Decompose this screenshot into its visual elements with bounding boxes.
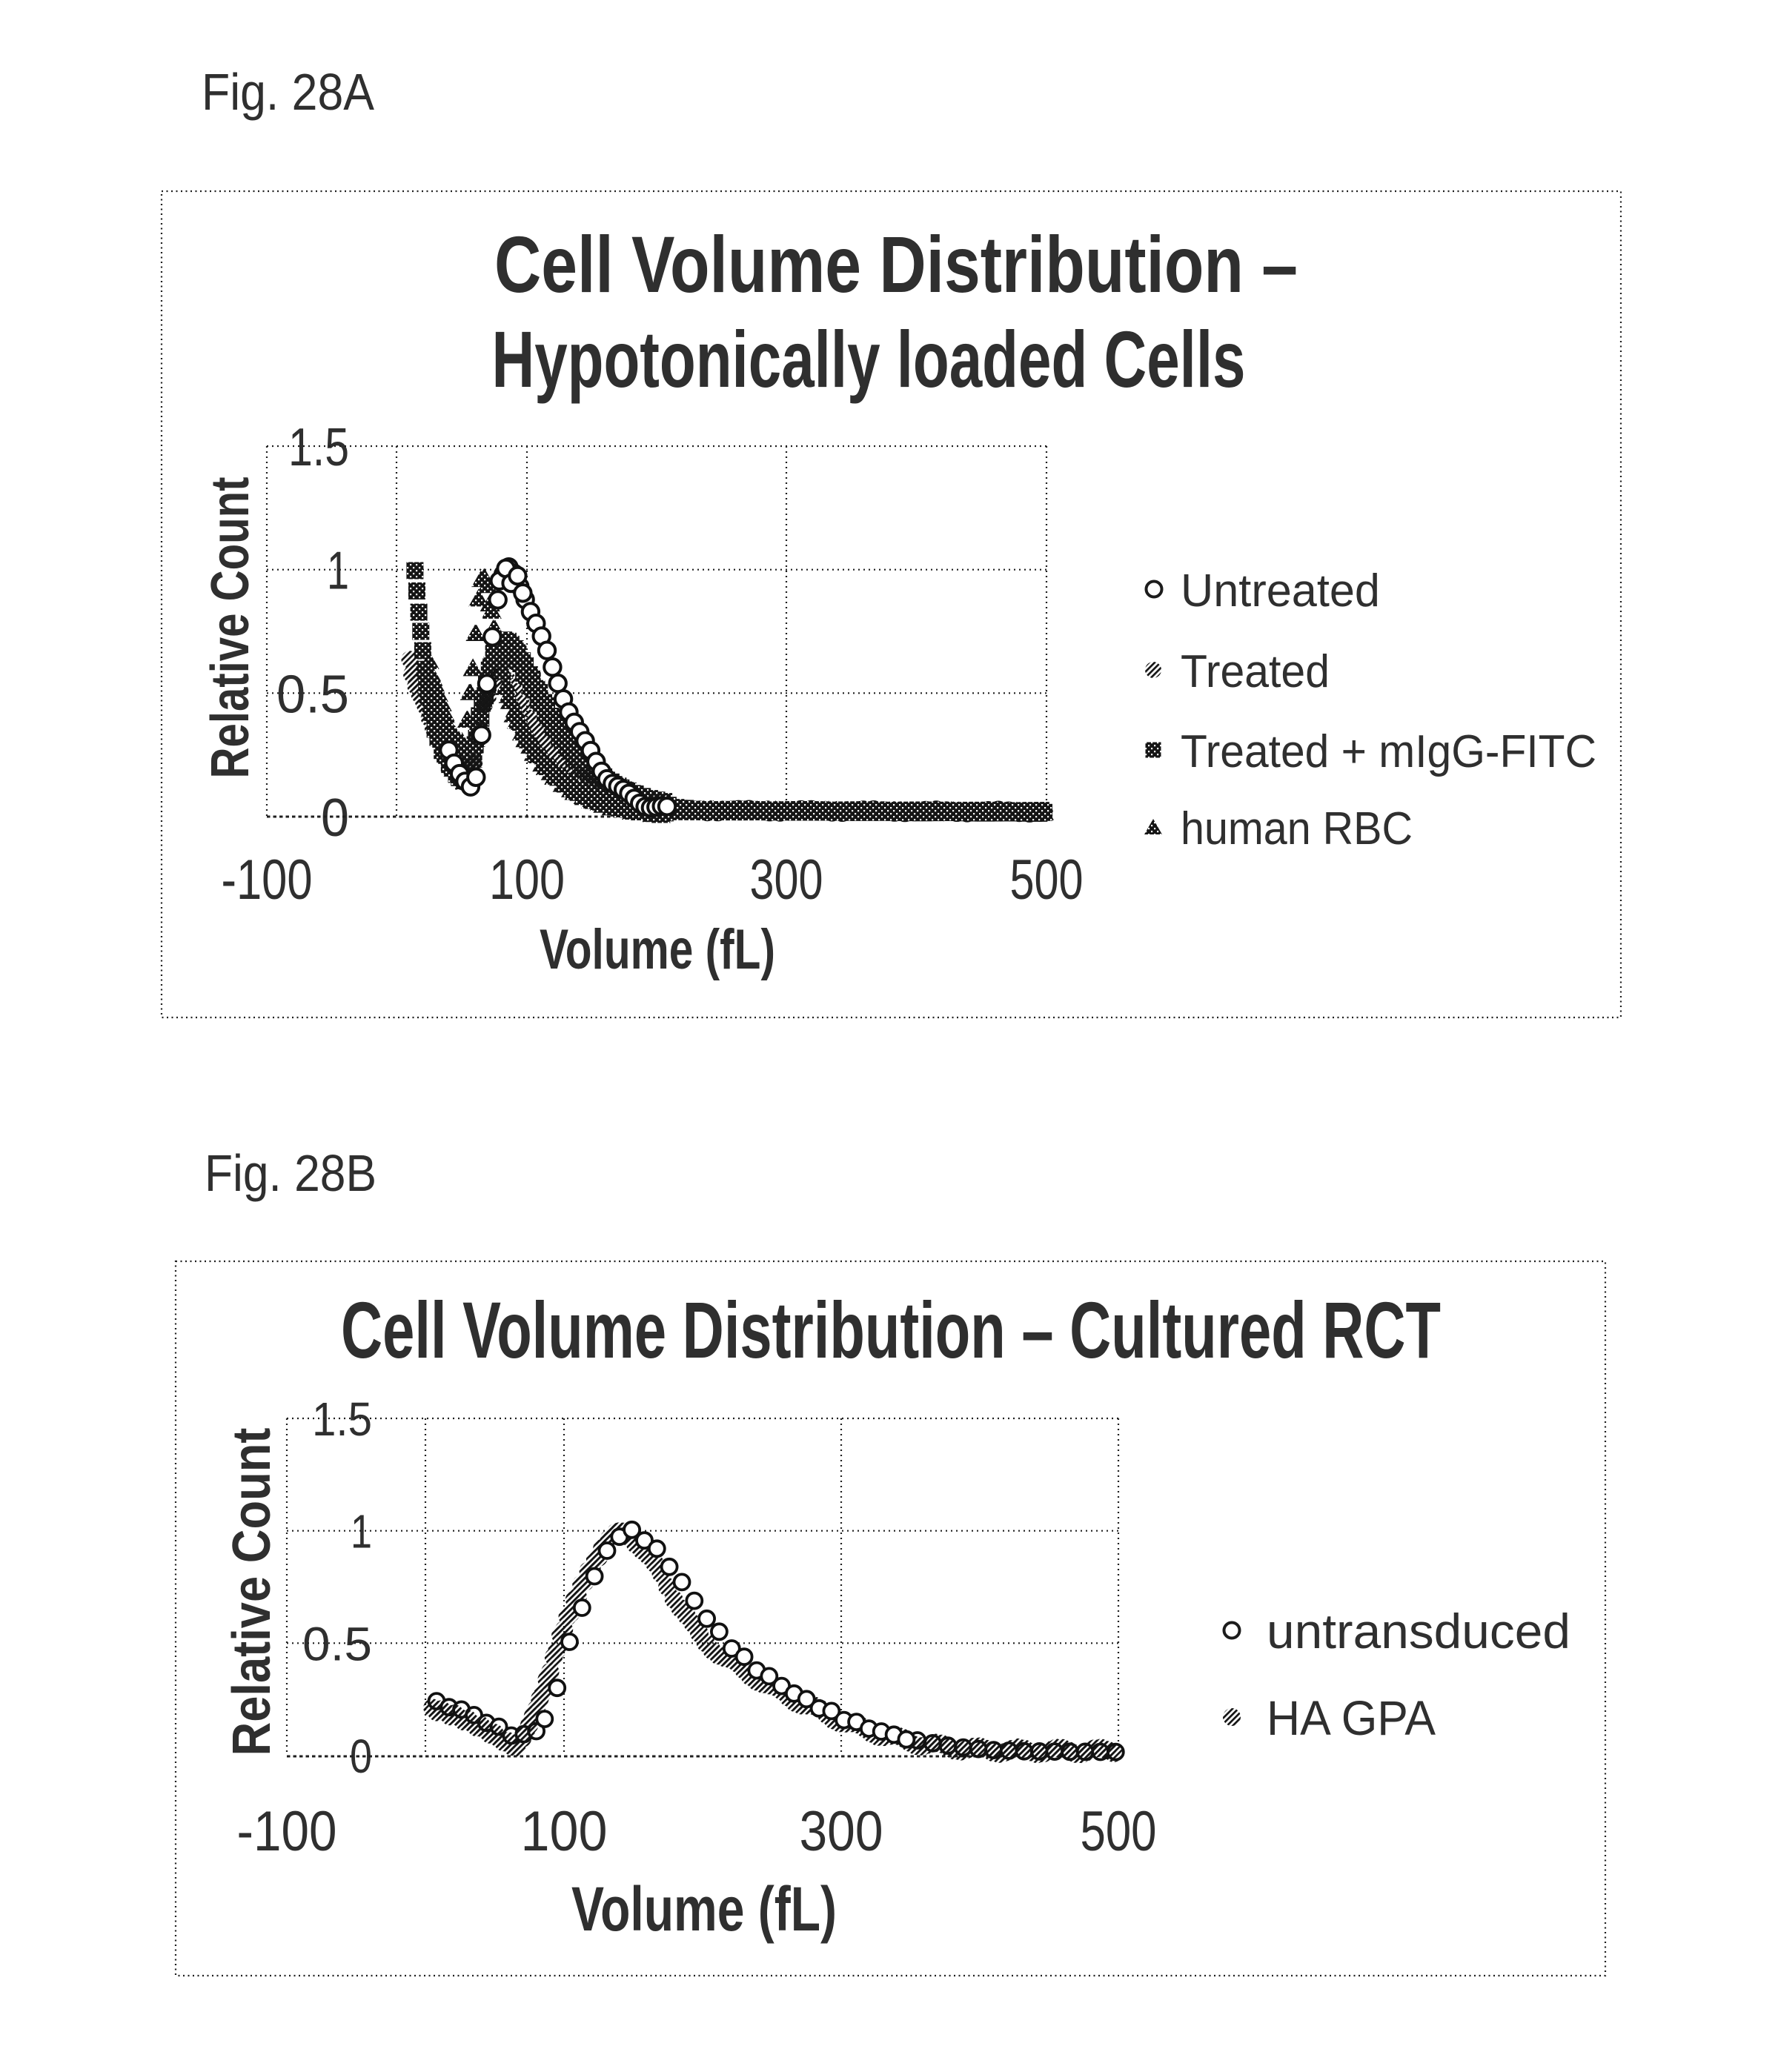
svg-text:500: 500 (1010, 849, 1084, 912)
svg-text:Hypotonically loaded Cells: Hypotonically loaded Cells (492, 314, 1246, 404)
svg-text:-100: -100 (222, 849, 313, 912)
svg-text:1.5: 1.5 (288, 418, 349, 477)
svg-text:0.5: 0.5 (276, 665, 349, 724)
svg-text:Relative Count: Relative Count (201, 477, 260, 778)
svg-text:Volume (fL): Volume (fL) (540, 918, 775, 981)
svg-text:human RBC: human RBC (1181, 803, 1413, 854)
svg-text:500: 500 (1081, 1800, 1157, 1863)
svg-text:0: 0 (321, 788, 349, 848)
svg-text:-100: -100 (237, 1800, 337, 1863)
svg-text:Cell Volume Distribution –: Cell Volume Distribution – (494, 219, 1298, 309)
svg-text:100: 100 (521, 1800, 608, 1863)
svg-text:Relative Count: Relative Count (222, 1427, 282, 1756)
svg-text:Treated: Treated (1181, 646, 1330, 697)
svg-text:0: 0 (350, 1730, 372, 1783)
svg-text:1: 1 (327, 542, 349, 601)
svg-text:Cell Volume Distribution – Cul: Cell Volume Distribution – Cultured RCT (341, 1285, 1441, 1375)
svg-text:Fig. 28B: Fig. 28B (205, 1144, 377, 1202)
svg-text:Untreated: Untreated (1181, 565, 1380, 617)
svg-text:untransduced: untransduced (1267, 1604, 1570, 1658)
svg-text:1: 1 (351, 1505, 372, 1558)
svg-text:300: 300 (800, 1800, 883, 1863)
svg-text:1.5: 1.5 (312, 1392, 372, 1446)
svg-text:Fig. 28A: Fig. 28A (202, 63, 374, 121)
svg-text:Treated + mIgG-FITC: Treated + mIgG-FITC (1181, 726, 1596, 777)
svg-text:Volume (fL): Volume (fL) (571, 1874, 837, 1944)
svg-text:300: 300 (750, 849, 823, 912)
svg-text:HA GPA: HA GPA (1267, 1690, 1436, 1745)
svg-text:100: 100 (489, 849, 565, 912)
